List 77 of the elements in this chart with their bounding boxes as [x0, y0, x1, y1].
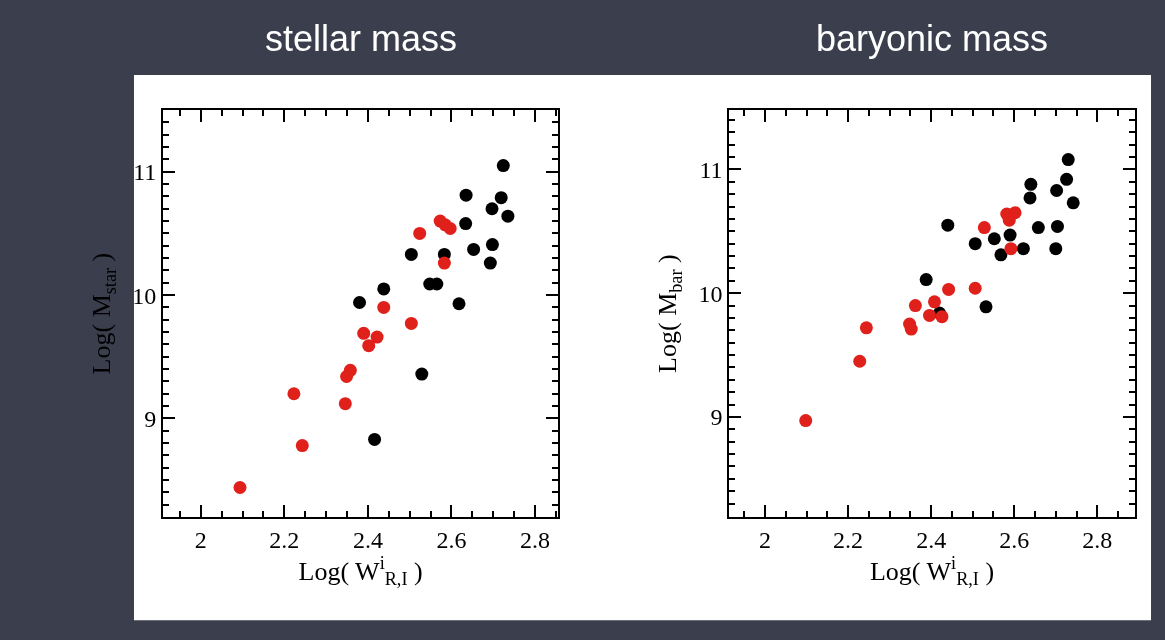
point — [415, 367, 429, 381]
point — [799, 414, 813, 428]
point — [1066, 196, 1080, 210]
x-axis-title: Log( W$^{i}$$_{R,I}$ ) — [298, 552, 423, 590]
point — [977, 221, 991, 235]
point — [233, 481, 247, 495]
point — [494, 191, 508, 205]
point — [413, 226, 427, 240]
point — [919, 273, 933, 287]
x-tick-label: 2 — [194, 526, 207, 553]
point — [994, 248, 1008, 262]
point — [1049, 242, 1063, 256]
point — [1050, 219, 1064, 233]
point — [404, 247, 418, 261]
x-tick-label: 2.6 — [999, 526, 1030, 553]
point — [1003, 228, 1017, 242]
point — [968, 281, 982, 295]
point — [483, 256, 497, 270]
point — [357, 326, 371, 340]
chart-title: stellar mass — [265, 18, 458, 59]
x-tick-label: 2 — [759, 526, 772, 553]
point — [377, 282, 391, 296]
point — [485, 202, 499, 216]
point — [1050, 184, 1064, 197]
point — [459, 217, 473, 231]
point — [501, 209, 515, 223]
point — [923, 308, 937, 322]
point — [437, 256, 451, 270]
y-tick-label: 10 — [132, 282, 157, 309]
point — [362, 339, 376, 353]
y-tick-label: 11 — [699, 156, 723, 183]
point — [1024, 177, 1038, 191]
point — [452, 297, 466, 311]
point — [1060, 172, 1074, 186]
point — [496, 159, 510, 173]
point — [295, 439, 309, 453]
point — [377, 300, 391, 314]
point — [287, 387, 301, 401]
point — [935, 310, 949, 324]
point — [443, 221, 457, 235]
point — [942, 282, 956, 296]
point — [859, 321, 873, 335]
x-tick-label: 2.8 — [520, 526, 551, 553]
point — [338, 397, 352, 411]
chart-title: baryonic mass — [816, 18, 1049, 59]
y-tick-label: 9 — [144, 405, 157, 432]
point — [459, 188, 473, 202]
point — [1016, 242, 1030, 256]
x-axis-title: Log( W$^{i}$$_{R,I}$ ) — [869, 552, 995, 590]
point — [340, 370, 354, 383]
point — [370, 330, 384, 344]
point — [941, 218, 955, 232]
x-tick-label: 2.4 — [352, 526, 383, 553]
point — [979, 300, 993, 314]
point — [404, 316, 418, 330]
y-tick-label: 10 — [698, 280, 723, 307]
point — [968, 237, 982, 251]
point — [1031, 221, 1045, 235]
point — [467, 242, 481, 256]
x-tick-label: 2.8 — [1082, 526, 1113, 553]
point — [485, 238, 499, 252]
y-tick-label: 11 — [133, 159, 157, 186]
y-tick-label: 9 — [710, 404, 723, 431]
point — [853, 354, 867, 368]
x-tick-label: 2.4 — [916, 526, 947, 553]
point — [987, 232, 1001, 246]
point — [353, 296, 367, 309]
point — [1061, 153, 1075, 167]
x-tick-label: 2.2 — [833, 526, 864, 553]
point — [928, 295, 941, 309]
point — [904, 322, 918, 336]
x-tick-label: 2.2 — [269, 526, 300, 553]
point — [908, 299, 922, 313]
point — [368, 432, 382, 446]
x-tick-label: 2.6 — [436, 526, 467, 553]
point — [1023, 191, 1037, 205]
point — [1004, 242, 1018, 256]
